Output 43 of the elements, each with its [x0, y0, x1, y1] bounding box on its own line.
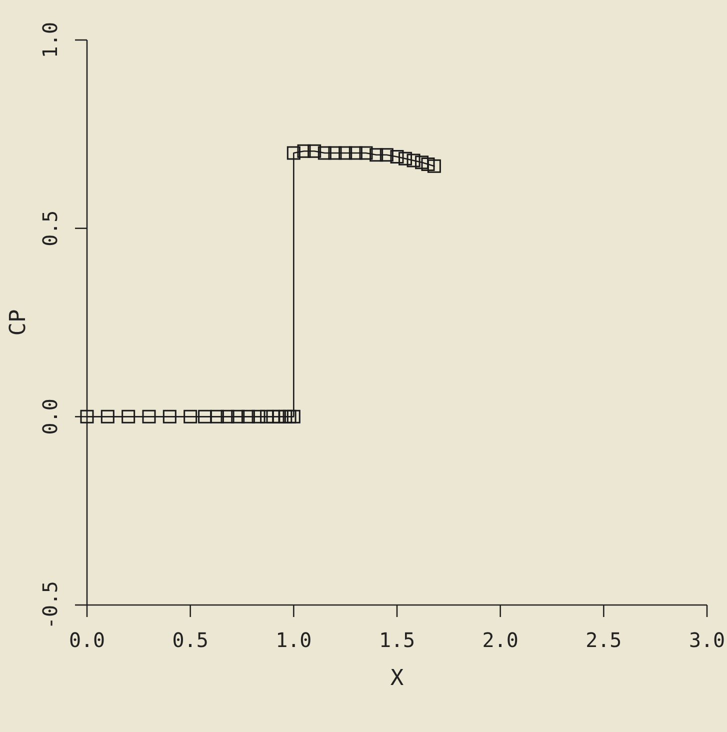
x-tick-label: 0.0	[68, 628, 106, 652]
point	[370, 148, 384, 162]
point	[406, 154, 420, 168]
x-axis-title: X	[390, 666, 404, 691]
y-tick-label: -0.5	[38, 580, 62, 630]
point	[380, 148, 394, 162]
x-tick-label: 2.0	[482, 628, 518, 652]
point	[286, 410, 300, 424]
point	[220, 410, 234, 424]
point	[198, 410, 212, 424]
point	[231, 410, 245, 424]
point	[162, 410, 176, 424]
point	[252, 410, 266, 424]
point	[80, 410, 94, 424]
point	[398, 152, 412, 166]
x-tick-label: 3.0	[688, 628, 726, 652]
point	[286, 146, 300, 160]
point	[338, 146, 352, 160]
x-tick-label: 0.5	[172, 628, 208, 652]
x-tick-label: 1.5	[378, 628, 416, 652]
x-tick-label: 2.5	[586, 628, 622, 652]
point	[390, 150, 404, 164]
point	[308, 144, 322, 158]
point	[142, 410, 156, 424]
point	[328, 146, 342, 160]
point	[421, 158, 435, 172]
point	[359, 146, 373, 160]
point	[241, 410, 255, 424]
y-axis-title: CP	[6, 309, 31, 336]
point	[122, 410, 136, 424]
y-tick-label: 1.0	[38, 22, 62, 58]
point	[348, 146, 362, 160]
y-tick-label: 0.0	[38, 398, 62, 435]
point	[282, 410, 296, 424]
point	[415, 156, 429, 170]
point	[210, 410, 224, 424]
point	[100, 410, 114, 424]
point	[297, 144, 311, 158]
x-tick-label: 1.0	[276, 628, 312, 652]
point	[427, 159, 441, 173]
y-tick-label: 0.5	[38, 210, 62, 246]
point	[318, 146, 332, 160]
point	[184, 410, 198, 424]
